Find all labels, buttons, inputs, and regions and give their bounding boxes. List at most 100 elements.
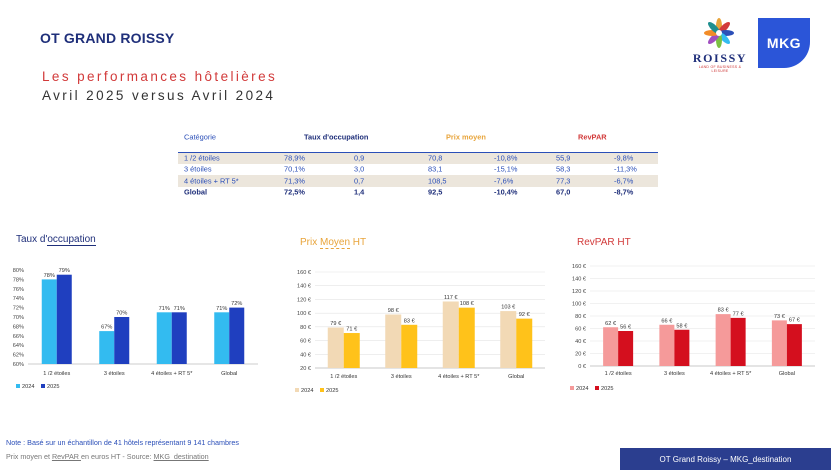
y-tick-label: 66% bbox=[13, 334, 24, 340]
data-label: 62 € bbox=[605, 321, 617, 327]
row-occupancy-var: 3,0 bbox=[354, 164, 365, 174]
footer-note: Note : Basé sur un échantillon de 41 hôt… bbox=[6, 438, 239, 447]
data-label: 92 € bbox=[519, 312, 531, 318]
data-label: 70% bbox=[116, 311, 127, 317]
table-row-global: Global 72,5% 1,4 92,5 -10,4% 67,0 -8,7% bbox=[178, 187, 658, 199]
footer-source-link[interactable]: MKG_destination bbox=[153, 452, 209, 461]
y-tick-label: 100 € bbox=[572, 302, 587, 308]
table-row: 1 /2 étoiles 78,9% 0,9 70,8 -10,8% 55,9 … bbox=[178, 152, 658, 164]
header-revpar: RevPAR bbox=[578, 132, 607, 142]
y-tick-label: 76% bbox=[13, 287, 24, 293]
legend-label: 2024 bbox=[301, 388, 313, 394]
x-tick-label: 4 étoiles + RT 5* bbox=[151, 371, 193, 377]
data-label: 77 € bbox=[733, 311, 745, 317]
data-label: 83 € bbox=[718, 308, 730, 314]
y-tick-label: 72% bbox=[13, 306, 24, 312]
revpar-chart-title: RevPAR HT bbox=[577, 237, 631, 248]
occupancy-title-part2: occupation bbox=[47, 234, 96, 246]
row-revpar-var: -11,3% bbox=[614, 164, 637, 174]
y-tick-label: 78% bbox=[13, 277, 24, 283]
x-tick-label: Global bbox=[508, 374, 524, 380]
x-tick-label: 1 /2 étoiles bbox=[330, 374, 357, 380]
header-price: Prix moyen bbox=[446, 132, 486, 142]
bar-2025 bbox=[56, 274, 72, 364]
bar-2025 bbox=[458, 307, 475, 368]
x-tick-label: 3 étoiles bbox=[104, 371, 125, 377]
row-occupancy-var: 1,4 bbox=[354, 187, 365, 197]
data-label: 79% bbox=[59, 268, 70, 274]
table-row: 4 étoiles + RT 5* 71,3% 0,7 108,5 -7,6% … bbox=[178, 175, 658, 187]
row-occupancy: 70,1% bbox=[284, 164, 305, 174]
data-label: 103 € bbox=[501, 305, 516, 311]
x-tick-label: 4 étoiles + RT 5* bbox=[438, 374, 480, 380]
row-category: 1 /2 étoiles bbox=[184, 153, 220, 163]
subtitle-period: Avril 2025 versus Avril 2024 bbox=[42, 88, 276, 103]
y-tick-label: 140 € bbox=[572, 277, 587, 283]
bar-2025 bbox=[516, 318, 533, 368]
y-tick-label: 40 € bbox=[575, 339, 587, 345]
row-price: 83,1 bbox=[428, 164, 443, 174]
table-row: 3 étoiles 70,1% 3,0 83,1 -15,1% 58,3 -11… bbox=[178, 164, 658, 176]
header-category: Catégorie bbox=[184, 132, 217, 142]
legend-swatch-2025 bbox=[41, 384, 45, 388]
y-tick-label: 60 € bbox=[575, 327, 587, 333]
revpar-chart: 0 € 20 € 40 € 60 € 80 € 100 € 120 € 140 € 160 € 6… bbox=[570, 264, 815, 392]
row-price-var: -15,1% bbox=[494, 164, 518, 174]
bar-2025 bbox=[171, 312, 187, 364]
occupancy-title-part1: Taux d' bbox=[16, 234, 48, 245]
table-header-row: Catégorie Taux d'occupation Prix moyen R… bbox=[178, 128, 658, 146]
footer-source-part1: Prix moyen et bbox=[6, 452, 52, 461]
roissy-logo-name: ROISSY bbox=[692, 51, 748, 65]
row-price: 92,5 bbox=[428, 187, 443, 197]
y-tick-label: 80 € bbox=[300, 325, 312, 331]
data-label: 66 € bbox=[661, 318, 673, 324]
y-tick-label: 62% bbox=[13, 353, 24, 359]
row-price-var: -10,4% bbox=[494, 187, 518, 197]
x-tick-label: Global bbox=[779, 371, 795, 377]
y-tick-label: 60 € bbox=[300, 339, 312, 345]
footer-source-part2: RevPAR bbox=[51, 452, 81, 461]
data-label: 67% bbox=[101, 325, 112, 331]
data-label: 72% bbox=[231, 301, 242, 307]
legend-swatch-2024 bbox=[295, 388, 299, 392]
page-title: OT GRAND ROISSY bbox=[40, 30, 175, 46]
mkg-logo-text: MKG bbox=[766, 35, 802, 51]
x-tick-label: 1 /2 étoiles bbox=[43, 371, 70, 377]
bar-2025 bbox=[674, 329, 690, 366]
row-revpar-var: -9,8% bbox=[614, 153, 634, 163]
y-tick-label: 80 € bbox=[575, 314, 587, 320]
footer-bar: OT Grand Roissy – MKG_destination bbox=[620, 448, 831, 470]
row-occupancy-var: 0,9 bbox=[354, 153, 365, 163]
x-tick-label: 3 étoiles bbox=[664, 371, 685, 377]
row-price-var: -7,6% bbox=[494, 176, 514, 186]
bar-2025 bbox=[786, 324, 802, 366]
data-label: 108 € bbox=[460, 301, 475, 307]
y-tick-label: 70% bbox=[13, 315, 24, 321]
row-occupancy: 78,9% bbox=[284, 153, 305, 163]
bar-2024 bbox=[327, 327, 344, 368]
data-label: 79 € bbox=[330, 321, 342, 327]
price-title-part1: Prix bbox=[300, 237, 320, 248]
y-tick-label: 120 € bbox=[297, 297, 312, 303]
x-tick-label: 1 /2 étoiles bbox=[605, 371, 632, 377]
row-revpar: 58,3 bbox=[556, 164, 571, 174]
price-chart-title: Prix Moyen HT bbox=[300, 237, 367, 249]
flower-icon bbox=[704, 18, 734, 48]
bar-2025 bbox=[401, 324, 418, 368]
price-title-part2: Moyen bbox=[320, 237, 351, 249]
y-tick-label: 80% bbox=[13, 268, 24, 274]
legend-swatch-2025 bbox=[320, 388, 324, 392]
y-tick-label: 140 € bbox=[297, 284, 312, 290]
row-price: 108,5 bbox=[428, 176, 447, 186]
y-tick-label: 64% bbox=[13, 343, 24, 349]
legend-swatch-2024 bbox=[16, 384, 20, 388]
data-label: 58 € bbox=[676, 323, 688, 329]
price-title-part3: HT bbox=[350, 237, 367, 248]
roissy-logo: ROISSY LAND OF BUSINESS & LEISURE bbox=[690, 18, 750, 74]
data-label: 98 € bbox=[388, 308, 400, 314]
data-label: 71 € bbox=[346, 327, 358, 333]
data-label: 71% bbox=[216, 306, 227, 312]
row-revpar: 77,3 bbox=[556, 176, 571, 186]
bar-2024 bbox=[99, 331, 115, 364]
performance-table: Catégorie Taux d'occupation Prix moyen R… bbox=[178, 128, 658, 198]
